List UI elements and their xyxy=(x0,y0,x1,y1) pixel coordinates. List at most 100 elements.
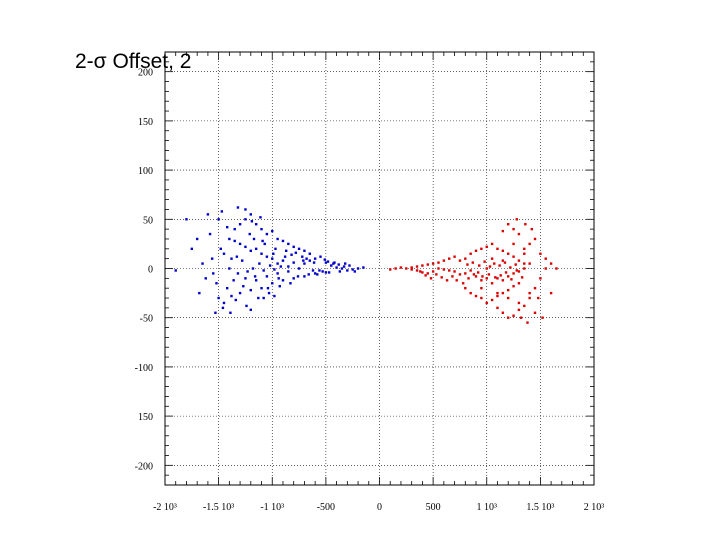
data-point xyxy=(308,259,311,262)
data-point xyxy=(480,286,483,290)
data-point xyxy=(517,232,521,236)
data-point xyxy=(520,276,524,279)
data-point xyxy=(228,237,231,241)
data-point xyxy=(509,266,512,269)
x-axis-labels: -2 10³ -1.5 10³ -1 10³ -500 0 500 1 10³ 1.5 10³… xyxy=(153,502,604,513)
data-point xyxy=(467,277,470,280)
data-point xyxy=(448,269,451,272)
data-point xyxy=(274,247,277,251)
data-point xyxy=(351,268,354,271)
data-point xyxy=(290,253,293,256)
y-tick-label: 50 xyxy=(143,215,153,226)
data-point xyxy=(512,285,515,288)
data-point xyxy=(528,296,531,300)
data-point xyxy=(215,282,218,285)
data-point xyxy=(485,277,488,280)
data-point xyxy=(496,306,499,310)
data-point xyxy=(480,296,483,300)
data-point xyxy=(268,264,272,267)
data-point xyxy=(544,257,547,260)
data-point xyxy=(201,262,204,265)
data-point xyxy=(226,225,229,229)
data-point xyxy=(526,321,529,324)
data-point xyxy=(249,249,252,252)
y-tick-label: 0 xyxy=(148,265,153,276)
data-point xyxy=(507,252,510,255)
data-point xyxy=(453,255,456,258)
data-point xyxy=(501,291,505,295)
data-point xyxy=(265,275,269,278)
data-point xyxy=(458,259,462,262)
data-point xyxy=(273,268,276,271)
data-point xyxy=(214,311,217,314)
data-point xyxy=(496,247,499,251)
data-point xyxy=(421,264,424,267)
data-point xyxy=(476,271,480,274)
data-point xyxy=(321,270,324,273)
data-point xyxy=(362,266,365,269)
data-point xyxy=(471,261,475,264)
data-point xyxy=(501,311,505,314)
data-point xyxy=(279,265,283,268)
data-point xyxy=(340,267,344,270)
data-point xyxy=(410,268,413,271)
data-point xyxy=(410,266,413,269)
data-point xyxy=(539,277,542,280)
x-tick-label: 0 xyxy=(377,502,382,513)
x-tick-label: 500 xyxy=(426,502,441,513)
data-point xyxy=(254,223,258,226)
data-point xyxy=(510,278,513,281)
data-point xyxy=(254,279,258,282)
data-point xyxy=(515,218,518,221)
data-point xyxy=(276,272,279,275)
chart-title: 2-σ Offset, 2 xyxy=(75,50,192,73)
data-point xyxy=(426,263,429,266)
data-point xyxy=(198,291,201,295)
data-point xyxy=(261,239,264,243)
data-point xyxy=(228,267,231,270)
data-point xyxy=(263,242,266,246)
y-tick-label: -200 xyxy=(135,461,153,472)
data-point xyxy=(415,269,419,272)
x-tick-label: -1 10³ xyxy=(260,502,284,513)
data-point xyxy=(356,267,360,270)
data-point xyxy=(303,262,306,265)
data-point xyxy=(287,265,290,268)
data-point xyxy=(455,279,458,282)
data-point xyxy=(490,257,494,260)
data-point xyxy=(174,269,177,272)
data-point xyxy=(478,264,481,267)
data-point xyxy=(281,279,285,282)
y-axis-labels: 200 150 100 50 0 -50 -100 150 -200 xyxy=(135,68,153,473)
data-point xyxy=(514,263,517,266)
data-point xyxy=(284,249,288,252)
x-tick-label: 1 10³ xyxy=(477,502,498,513)
data-point xyxy=(335,266,338,269)
data-point xyxy=(252,237,256,241)
data-point xyxy=(515,269,518,272)
data-point xyxy=(530,227,533,231)
data-point xyxy=(313,257,317,260)
data-point xyxy=(533,311,537,314)
data-point xyxy=(287,242,290,246)
data-point xyxy=(221,306,225,310)
data-point xyxy=(319,255,322,258)
data-point xyxy=(305,257,308,260)
data-point xyxy=(249,213,252,216)
data-point xyxy=(276,262,279,265)
data-point xyxy=(271,257,274,260)
data-point xyxy=(244,245,247,249)
data-point xyxy=(488,265,492,268)
data-point xyxy=(458,273,462,276)
data-point xyxy=(517,270,521,273)
data-point xyxy=(326,260,330,263)
data-point xyxy=(287,270,290,273)
data-point xyxy=(338,270,342,273)
data-point xyxy=(353,270,357,273)
series-red xyxy=(389,218,558,324)
data-point xyxy=(483,260,486,263)
data-point xyxy=(212,272,215,275)
data-point xyxy=(501,229,505,233)
data-point xyxy=(337,263,340,266)
